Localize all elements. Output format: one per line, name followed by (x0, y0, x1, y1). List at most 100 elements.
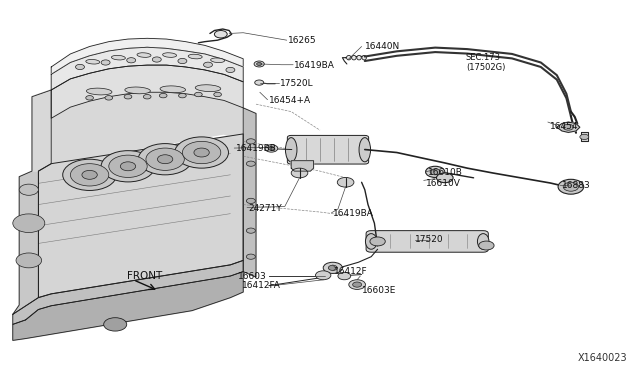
Circle shape (291, 168, 308, 178)
Circle shape (426, 166, 445, 177)
Circle shape (86, 96, 93, 100)
Polygon shape (51, 47, 243, 90)
Ellipse shape (111, 55, 125, 60)
Text: 16603: 16603 (238, 272, 267, 280)
Text: 17520: 17520 (415, 235, 444, 244)
Circle shape (124, 94, 132, 99)
Text: 16610B: 16610B (428, 169, 462, 177)
Circle shape (226, 67, 235, 73)
Text: 16419BA: 16419BA (333, 209, 374, 218)
Circle shape (120, 162, 136, 171)
Circle shape (76, 64, 84, 70)
Text: 24271Y: 24271Y (248, 204, 282, 213)
Circle shape (257, 62, 262, 65)
FancyBboxPatch shape (366, 231, 488, 252)
Ellipse shape (137, 53, 151, 57)
Circle shape (338, 272, 351, 280)
Text: 16883: 16883 (562, 182, 591, 190)
Circle shape (157, 155, 173, 164)
Circle shape (430, 169, 440, 175)
Text: 16419BA: 16419BA (294, 61, 335, 70)
Ellipse shape (285, 138, 297, 162)
Polygon shape (581, 132, 588, 141)
Circle shape (104, 318, 127, 331)
Polygon shape (13, 90, 51, 314)
Text: 16454: 16454 (550, 122, 579, 131)
Circle shape (214, 92, 221, 97)
Circle shape (13, 214, 45, 232)
Circle shape (105, 96, 113, 100)
Circle shape (337, 177, 354, 187)
Text: 16603E: 16603E (362, 286, 396, 295)
Circle shape (328, 265, 337, 270)
Text: SEC.173: SEC.173 (466, 53, 501, 62)
Circle shape (175, 137, 228, 168)
Circle shape (63, 159, 116, 190)
Text: 16265: 16265 (288, 36, 317, 45)
Text: 16419BB: 16419BB (236, 144, 276, 153)
Text: 16440N: 16440N (365, 42, 400, 51)
Circle shape (436, 173, 453, 183)
Circle shape (370, 237, 385, 246)
Ellipse shape (195, 85, 221, 92)
Circle shape (101, 151, 155, 182)
Circle shape (159, 93, 167, 98)
Circle shape (178, 58, 187, 64)
Circle shape (109, 155, 147, 177)
Circle shape (182, 141, 221, 164)
Circle shape (82, 170, 97, 179)
Text: 16412FA: 16412FA (242, 281, 281, 290)
Ellipse shape (125, 87, 150, 94)
Ellipse shape (160, 86, 186, 93)
Circle shape (143, 94, 151, 99)
Circle shape (246, 198, 255, 203)
Circle shape (195, 92, 202, 97)
Ellipse shape (163, 53, 177, 57)
Circle shape (316, 271, 331, 280)
Circle shape (127, 58, 136, 63)
Circle shape (268, 147, 275, 150)
Polygon shape (51, 38, 243, 74)
Text: (17502G): (17502G) (466, 63, 506, 72)
Circle shape (152, 57, 161, 62)
Circle shape (16, 253, 42, 268)
Polygon shape (38, 134, 243, 298)
Circle shape (246, 228, 255, 233)
Text: FRONT: FRONT (127, 271, 162, 281)
Circle shape (254, 61, 264, 67)
Ellipse shape (86, 88, 112, 95)
Text: X1640023: X1640023 (577, 353, 627, 363)
Circle shape (323, 262, 342, 273)
Ellipse shape (359, 138, 371, 162)
Circle shape (146, 148, 184, 170)
Circle shape (19, 184, 38, 195)
Ellipse shape (188, 54, 202, 59)
Text: 16454+A: 16454+A (269, 96, 311, 105)
Circle shape (204, 62, 212, 67)
Ellipse shape (365, 234, 377, 249)
Circle shape (138, 144, 192, 175)
Text: 16610V: 16610V (426, 179, 460, 187)
Circle shape (214, 31, 227, 38)
Circle shape (194, 148, 209, 157)
Polygon shape (51, 65, 243, 118)
Ellipse shape (86, 60, 100, 64)
Circle shape (349, 280, 365, 289)
Polygon shape (13, 260, 243, 324)
FancyBboxPatch shape (287, 135, 369, 164)
Circle shape (558, 179, 584, 194)
Ellipse shape (357, 55, 362, 60)
Circle shape (246, 139, 255, 144)
Circle shape (101, 60, 110, 65)
Circle shape (246, 254, 255, 259)
Polygon shape (13, 272, 243, 340)
Polygon shape (243, 108, 256, 277)
Text: 17520L: 17520L (280, 79, 314, 88)
Circle shape (179, 93, 186, 98)
Ellipse shape (352, 55, 356, 60)
Ellipse shape (362, 55, 367, 60)
Circle shape (479, 241, 494, 250)
Ellipse shape (477, 234, 489, 249)
Circle shape (255, 80, 264, 85)
Text: 16412F: 16412F (334, 267, 368, 276)
